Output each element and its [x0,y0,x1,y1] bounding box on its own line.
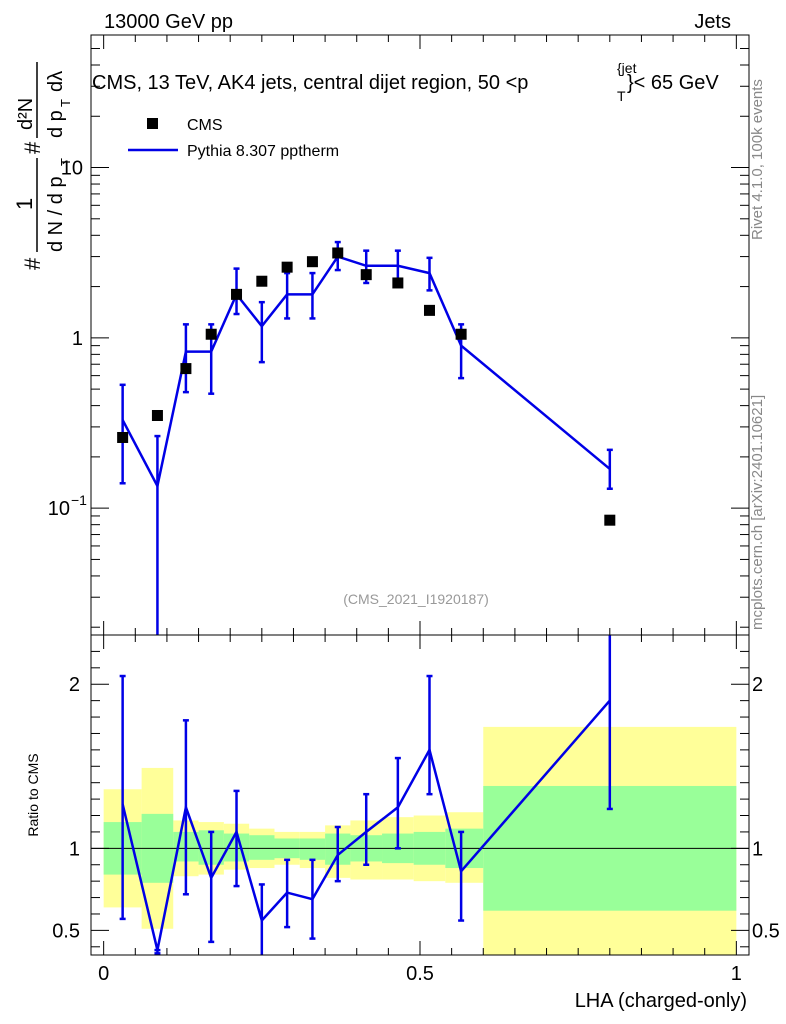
plot-title: CMS, 13 TeV, AK4 jets, central dijet reg… [92,72,528,94]
plot-title-p: p [517,72,528,94]
cms-data-point [117,431,129,443]
legend-cms-label: CMS [187,117,223,134]
cms-data-point [332,247,344,259]
ratio-ytick-label-left: 2 [69,674,80,696]
band-inner-5 [249,835,275,860]
main-ylabel: # 1 d N / d p T # d²N d p T dλ [12,62,73,270]
watermark: (CMS_2021_I1920187) [343,591,489,607]
main-ytick-exponent: −1 [71,492,87,508]
cms-data-point [205,328,217,340]
cms-data-point [360,269,372,281]
ylabel-dn: d N / d p [45,176,67,252]
ylabel-hash2: # [20,141,45,154]
cms-data-point [455,328,467,340]
side-label-mcplots: mcplots.cern.ch [arXiv:2401.10621] [749,395,766,630]
main-ytick-label: 1 [72,328,83,350]
ylabel-t2: T [58,99,73,107]
plot-title-sup: {jet [617,60,637,76]
plot-title-main: CMS, 13 TeV, AK4 jets, central dijet reg… [92,72,517,94]
ylabel-den: d p [45,110,67,138]
mc-ratio-line [121,699,611,951]
cms-data-point [151,409,163,421]
ylabel-t1: T [58,158,73,166]
cms-data-point [256,275,268,287]
ratio-panel-frame [90,634,750,956]
ylabel-dl: dλ [45,71,67,92]
cms-data-point [604,514,616,526]
ylabel-one: 1 [12,198,37,210]
header-right: Jets [694,11,731,33]
cms-data-series [117,247,616,526]
ylabel-hash: # [20,257,45,270]
cms-data-point [392,277,404,289]
cms-data-point [281,261,293,273]
ratio-ytick-label-right: 1 [752,838,763,860]
cms-data-point [180,363,192,375]
tick-marks [91,34,749,955]
mc-main-series [119,240,613,635]
band-inner-7 [299,838,326,860]
ratio-ytick-label-left: 0.5 [52,920,80,942]
mc-main-line [121,255,611,490]
cms-data-point [306,256,318,268]
xtick-label: 1 [731,963,742,985]
xtick-label: 0 [98,963,109,985]
main-ytick-label: 10 [48,498,70,520]
ratio-ytick-label-right: 0.5 [752,920,780,942]
plot-title-sub-t: T [617,88,626,104]
ratio-ylabel: Ratio to CMS [25,753,41,836]
side-label-rivet: Rivet 4.1.0, 100k events [749,79,766,240]
cms-data-point [423,304,435,316]
main-ytick-label: 10 [61,158,83,180]
ratio-ytick-label-left: 1 [69,838,80,860]
legend-mc-label: Pythia 8.307 pptherm [187,143,339,160]
ratio-ytick-label-right: 2 [752,674,763,696]
xtick-label: 0.5 [406,963,434,985]
mc-ratio-series [119,635,613,955]
ylabel-num: d²N [15,98,37,130]
header-left: 13000 GeV pp [104,11,233,33]
xlabel: LHA (charged-only) [575,990,747,1012]
plot-title-end: }< 65 GeV [627,72,719,94]
cms-data-point [231,288,243,300]
legend-cms-marker [147,118,158,129]
